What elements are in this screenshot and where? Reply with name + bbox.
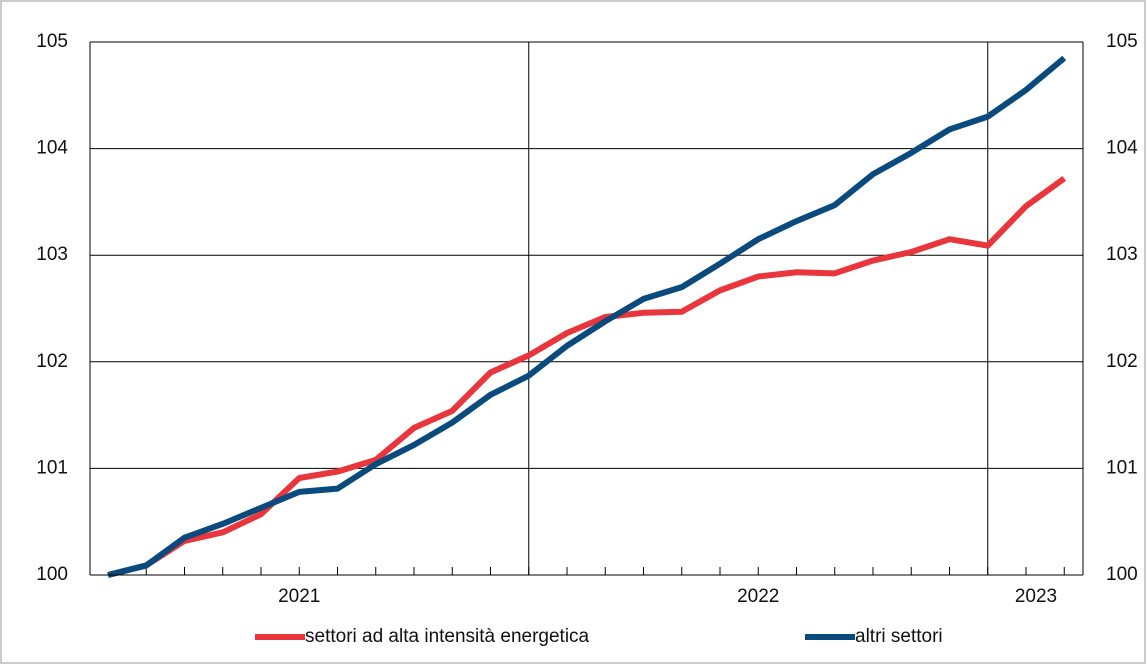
y-tick-label: 101 — [36, 457, 68, 478]
x-tick-label: 2021 — [278, 586, 320, 607]
y-tick-label: 105 — [36, 31, 68, 52]
y-tick-label: 103 — [36, 244, 68, 265]
y2-tick-label: 101 — [1106, 457, 1138, 478]
series-line — [107, 55, 1067, 578]
legend-label: settori ad alta intensità energetica — [305, 626, 590, 647]
y2-tick-label: 105 — [1106, 31, 1138, 52]
y-tick-label: 104 — [36, 138, 68, 159]
y2-tick-label: 102 — [1106, 351, 1138, 372]
legend-label: altri settori — [855, 626, 943, 647]
y2-tick-label: 103 — [1106, 244, 1138, 265]
x-tick-label: 2022 — [737, 586, 779, 607]
x-tick-label: 2023 — [1015, 586, 1057, 607]
y2-tick-label: 104 — [1106, 138, 1138, 159]
y-tick-label: 102 — [36, 351, 68, 372]
y-tick-label: 100 — [36, 564, 68, 585]
y2-tick-label: 100 — [1106, 564, 1138, 585]
